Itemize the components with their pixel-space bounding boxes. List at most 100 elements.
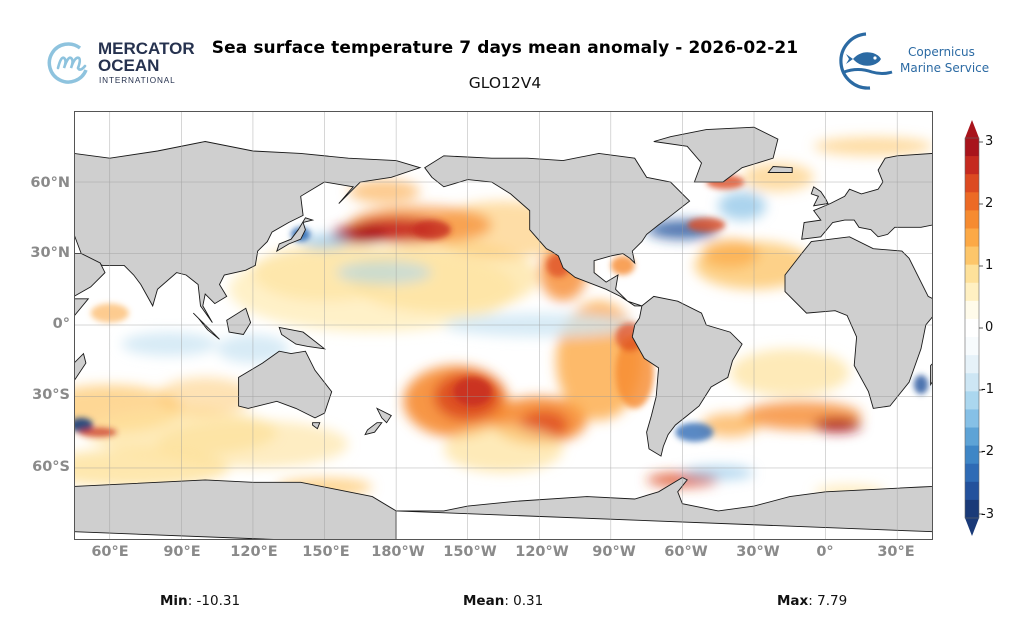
land-namerica <box>424 152 691 307</box>
anomaly-patch <box>453 377 492 407</box>
colorbar-swatch <box>965 282 979 302</box>
anomaly-patch <box>730 348 850 397</box>
logo-text-ocean: OCEAN <box>98 56 159 75</box>
anomaly-patch <box>742 162 814 192</box>
stat-mean: Mean: 0.31 <box>463 593 543 609</box>
lon-label-60e: 60°E <box>91 544 129 560</box>
anomaly-patch <box>813 136 933 156</box>
colorbar-swatch <box>965 337 979 356</box>
colorbar-swatch <box>965 264 979 284</box>
anomaly-patch <box>682 465 755 480</box>
copernicus-marine-logo: Copernicus Marine Service <box>830 30 990 92</box>
lon-label-180w: 180°W <box>371 544 425 560</box>
stat-max: Max: 7.79 <box>777 593 847 609</box>
sst-anomaly-map[interactable] <box>74 111 933 540</box>
anomaly-patch <box>675 422 714 442</box>
lon-label-150e: 150°E <box>302 544 350 560</box>
colorbar-swatch <box>965 445 979 465</box>
logo-text-mercator: MERCATOR <box>98 39 195 58</box>
colorbar-swatch <box>965 156 979 175</box>
lon-label-150w: 150°W <box>443 544 497 560</box>
colorbar-swatch <box>965 409 979 429</box>
colorbar-swatch <box>965 427 979 447</box>
model-subtitle: GLO12V4 <box>468 74 542 92</box>
land-africa <box>74 298 90 317</box>
lon-label-90w: 90°W <box>592 544 636 560</box>
colorbar-swatch <box>965 210 979 229</box>
land-samerica <box>631 295 743 457</box>
anomaly-patch <box>443 425 564 473</box>
lat-label-60s: 60°S <box>32 459 70 475</box>
lon-label-120w: 120°W <box>515 544 569 560</box>
stat-min-label: Min <box>160 593 188 609</box>
mercator-m-icon <box>47 42 88 84</box>
land-japan <box>275 217 315 253</box>
stat-max-value: : 7.79 <box>808 593 848 609</box>
mercator-ocean-logo: MERCATOR OCEAN INTERNATIONAL <box>46 36 196 88</box>
land-tasmania <box>312 422 321 430</box>
anomaly-patch <box>701 413 759 438</box>
colorbar-tick-0: 0 <box>985 320 994 335</box>
lon-label-90e: 90°E <box>163 544 201 560</box>
lat-label-60n: 60°N <box>30 175 70 191</box>
colorbar-swatch <box>965 174 979 193</box>
stat-min: Min: -10.31 <box>160 593 240 609</box>
anomaly-patch <box>610 255 635 275</box>
anomaly-patch <box>913 375 929 395</box>
colorbar-swatch <box>965 246 979 266</box>
stat-max-label: Max <box>777 593 809 609</box>
land-uk <box>810 186 829 207</box>
lat-label-30s: 30°S <box>32 387 70 403</box>
colorbar-extend-min <box>965 518 979 536</box>
colorbar-swatch <box>965 373 979 392</box>
colorbar-tick-3: 3 <box>985 134 994 149</box>
lon-label-0: 0° <box>816 544 834 560</box>
lon-label-120e: 120°E <box>230 544 278 560</box>
lat-label-0: 0° <box>52 316 70 332</box>
colorbar-swatch <box>965 138 979 157</box>
anomaly-patch <box>718 191 766 221</box>
land-newzealand-s <box>364 422 383 436</box>
fish-wave-icon <box>839 32 893 90</box>
land-masses <box>74 126 933 540</box>
land-madagascar <box>74 352 87 382</box>
graticule <box>74 111 933 540</box>
stat-mean-label: Mean <box>463 593 505 609</box>
land-iceland <box>767 166 793 173</box>
anomaly-patch <box>121 332 218 356</box>
lon-label-30w: 30°W <box>736 544 780 560</box>
anomaly-patch <box>348 179 420 204</box>
land-sumatra <box>192 312 220 340</box>
anomaly-patch <box>813 417 862 433</box>
colorbar-tick-2: 2 <box>985 196 994 211</box>
land-borneo <box>226 307 252 335</box>
colorbar-swatch <box>965 463 979 483</box>
colorbar-swatch <box>965 355 979 374</box>
colorbar-tick-1: 1 <box>985 258 994 273</box>
land-antarctica <box>74 479 397 540</box>
colorbar-swatch <box>965 391 979 410</box>
land-newzealand-n <box>375 407 392 424</box>
lon-label-60w: 60°W <box>664 544 708 560</box>
stat-mean-value: : 0.31 <box>504 593 544 609</box>
colorbar-swatch <box>965 228 979 248</box>
anomaly-patch <box>78 427 117 438</box>
land-greenland <box>653 126 779 183</box>
colorbar-swatch <box>965 499 979 519</box>
land-newguinea <box>278 326 327 350</box>
colorbar-swatch <box>965 192 979 211</box>
land-africa <box>784 236 933 409</box>
anomaly-patch <box>412 220 451 240</box>
land-antarctica <box>396 476 933 533</box>
anomaly-patch <box>687 217 726 233</box>
colorbar-swatch <box>965 300 979 320</box>
lat-label-30n: 30°N <box>30 245 70 261</box>
colorbar <box>960 120 1020 536</box>
map-frame <box>74 111 933 540</box>
stat-min-value: : -10.31 <box>187 593 241 609</box>
colorbar-swatch <box>965 481 979 501</box>
colorbar-tick-neg3: -3 <box>981 507 994 522</box>
logo-text-international: INTERNATIONAL <box>99 76 176 85</box>
land-europe <box>801 152 933 240</box>
land-eurasia <box>74 141 422 323</box>
